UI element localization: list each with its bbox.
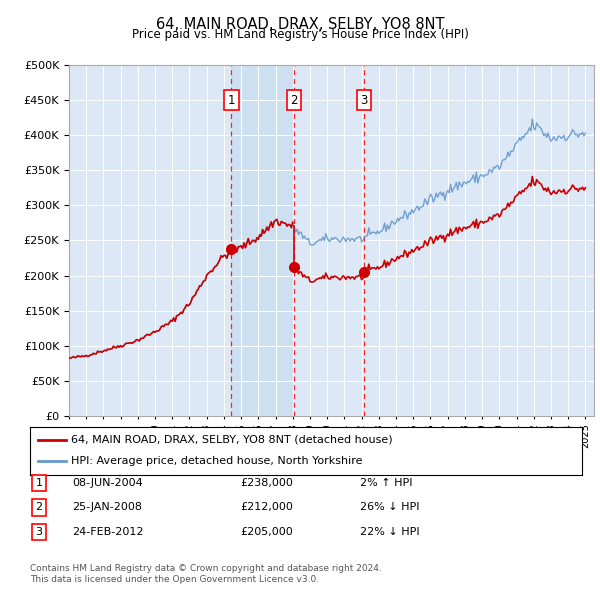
Text: This data is licensed under the Open Government Licence v3.0.: This data is licensed under the Open Gov… (30, 575, 319, 584)
Text: 22% ↓ HPI: 22% ↓ HPI (360, 527, 419, 537)
Text: 25-JAN-2008: 25-JAN-2008 (72, 503, 142, 512)
Text: 26% ↓ HPI: 26% ↓ HPI (360, 503, 419, 512)
Text: Price paid vs. HM Land Registry's House Price Index (HPI): Price paid vs. HM Land Registry's House … (131, 28, 469, 41)
Text: HPI: Average price, detached house, North Yorkshire: HPI: Average price, detached house, Nort… (71, 457, 363, 467)
Text: £238,000: £238,000 (240, 478, 293, 487)
Text: 08-JUN-2004: 08-JUN-2004 (72, 478, 143, 487)
Text: 2: 2 (290, 93, 298, 107)
Text: 2: 2 (35, 503, 43, 512)
Bar (232, 65, 294, 416)
Text: 1: 1 (228, 93, 235, 107)
Text: 64, MAIN ROAD, DRAX, SELBY, YO8 8NT: 64, MAIN ROAD, DRAX, SELBY, YO8 8NT (156, 17, 444, 31)
Text: 2% ↑ HPI: 2% ↑ HPI (360, 478, 413, 487)
Text: 1: 1 (35, 478, 43, 487)
Text: 64, MAIN ROAD, DRAX, SELBY, YO8 8NT (detached house): 64, MAIN ROAD, DRAX, SELBY, YO8 8NT (det… (71, 435, 393, 445)
Text: 3: 3 (361, 93, 368, 107)
Text: £212,000: £212,000 (240, 503, 293, 512)
Text: 3: 3 (35, 527, 43, 537)
Text: 24-FEB-2012: 24-FEB-2012 (72, 527, 143, 537)
Text: £205,000: £205,000 (240, 527, 293, 537)
Text: Contains HM Land Registry data © Crown copyright and database right 2024.: Contains HM Land Registry data © Crown c… (30, 565, 382, 573)
